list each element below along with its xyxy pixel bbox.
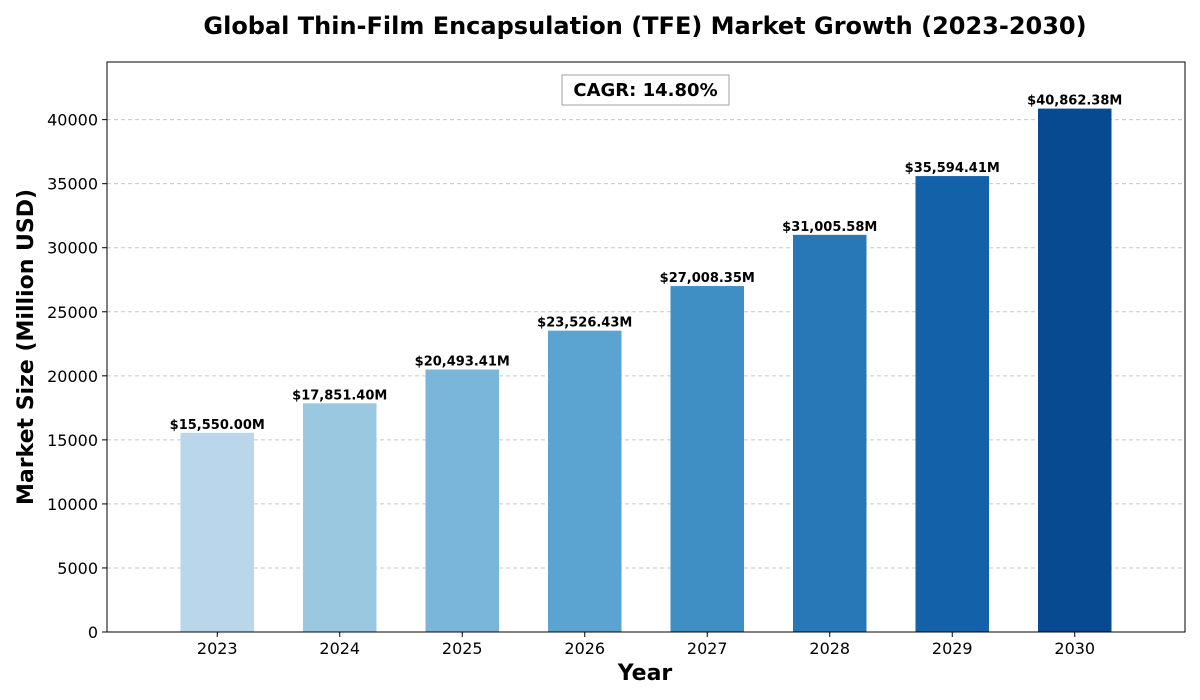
- bar-2029: [915, 176, 989, 633]
- cagr-annotation: CAGR: 14.80%: [561, 74, 730, 106]
- y-axis-label: Market Size (Million USD): [14, 189, 39, 505]
- x-tick-label-2024: 2024: [319, 639, 360, 658]
- y-tick-label: 30000: [47, 239, 98, 258]
- data-label-2026: $23,526.43M: [537, 316, 632, 331]
- y-tick-label: 5000: [57, 559, 98, 578]
- bar-2023: [180, 432, 254, 632]
- bar-2026: [548, 330, 622, 632]
- x-tick-label-2029: 2029: [932, 639, 973, 658]
- bar-2027: [670, 286, 744, 632]
- cagr-label: CAGR: 14.80%: [573, 80, 717, 101]
- chart-title: Global Thin-Film Encapsulation (TFE) Mar…: [203, 12, 1086, 40]
- data-label-2024: $17,851.40M: [292, 388, 387, 403]
- bar-2024: [303, 403, 377, 632]
- x-tick-label-2023: 2023: [197, 639, 238, 658]
- data-label-2030: $40,862.38M: [1027, 94, 1122, 109]
- bars: [180, 108, 1112, 633]
- x-tick-label-2028: 2028: [809, 639, 850, 658]
- grid-lines: [107, 119, 1185, 569]
- x-tick-label-2027: 2027: [687, 639, 728, 658]
- x-tick-label-2025: 2025: [442, 639, 483, 658]
- cagr-box: [561, 74, 730, 106]
- y-tick-label: 10000: [47, 495, 98, 514]
- y-tick-label: 0: [88, 623, 98, 642]
- x-tick-label-2026: 2026: [564, 639, 605, 658]
- data-label-2029: $35,594.41M: [905, 161, 1000, 176]
- bar-2028: [793, 234, 867, 633]
- x-axis-ticks: 2023 2024 2025 2026 2027 2028 2029 2030: [197, 632, 1095, 658]
- x-axis-label: Year: [617, 661, 673, 686]
- y-tick-label: 40000: [47, 111, 98, 130]
- y-tick-label: 20000: [47, 367, 98, 386]
- y-tick-label: 15000: [47, 431, 98, 450]
- x-tick-label-2030: 2030: [1054, 639, 1095, 658]
- y-tick-label: 25000: [47, 303, 98, 322]
- y-axis-ticks: 0 5000 10000 15000 20000 25000 30000 35000 40000: [47, 111, 107, 642]
- plot-frame: [106, 61, 1186, 633]
- data-label-2025: $20,493.41M: [415, 355, 510, 370]
- data-label-2027: $27,008.35M: [660, 271, 755, 286]
- data-label-2023: $15,550.00M: [170, 418, 265, 433]
- data-labels: $15,550.00M $17,851.40M $20,493.41M $23,526…: [170, 94, 1123, 433]
- data-label-2028: $31,005.58M: [782, 220, 877, 235]
- y-tick-label: 35000: [47, 175, 98, 194]
- bar-2025: [425, 369, 499, 632]
- bar-2030: [1038, 108, 1112, 632]
